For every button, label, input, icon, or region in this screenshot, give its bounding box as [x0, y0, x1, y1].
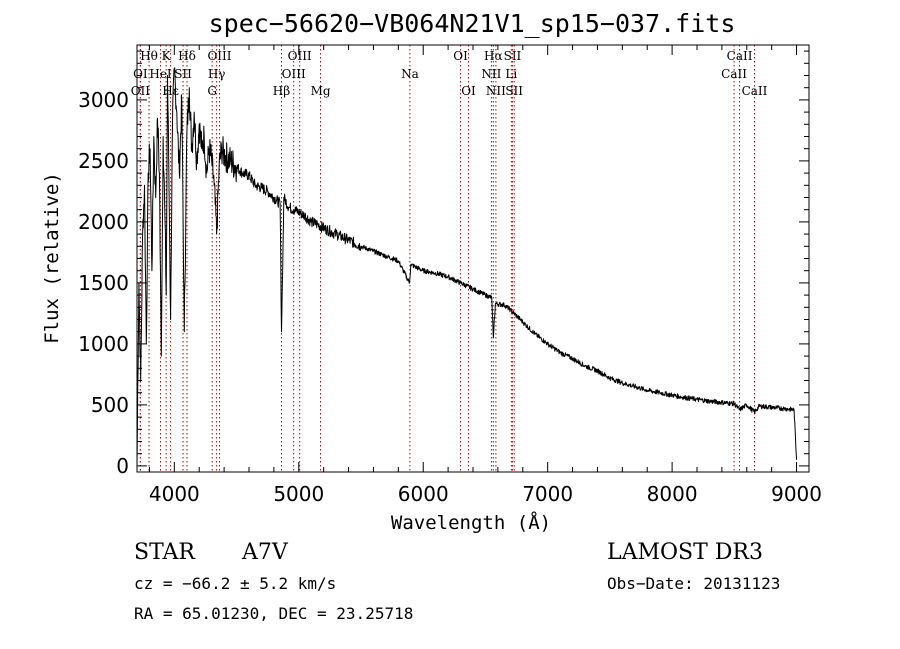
line-label: OI — [453, 49, 468, 63]
line-label: HeI — [149, 67, 172, 81]
line-label: OIII — [288, 49, 312, 63]
flux-line — [136, 67, 798, 466]
line-label: Na — [401, 67, 419, 81]
line-label: Hθ — [140, 49, 158, 63]
y-tick-label: 1000 — [78, 332, 129, 356]
plot-frame — [136, 44, 810, 473]
x-tick-label: 6000 — [398, 482, 449, 506]
line-label: CaII — [742, 84, 768, 98]
flux-series — [136, 67, 798, 466]
line-label: SII — [174, 67, 192, 81]
line-label: OIII — [282, 67, 306, 81]
chart-title: spec−56620−VB064N21V1_sp15−037.fits — [209, 9, 736, 38]
line-label: Hα — [484, 49, 503, 63]
line-label: Hε — [162, 84, 179, 98]
line-label: CaII — [721, 67, 747, 81]
x-axis-label: Wavelength (Å) — [391, 511, 551, 534]
axis-ticks: 4000 5000 6000 7000 8000 9000 0 500 1000 1500 2000… — [78, 45, 822, 506]
y-tick-label: 2000 — [78, 210, 129, 234]
line-label: Li — [505, 67, 517, 81]
x-tick-label: 4000 — [149, 482, 200, 506]
line-label: Hγ — [208, 67, 226, 81]
x-tick-label: 7000 — [522, 482, 573, 506]
y-tick-label: 1500 — [78, 271, 129, 295]
y-tick-label: 3000 — [78, 88, 129, 112]
line-label: Hδ — [178, 49, 196, 63]
line-label: Mg — [311, 84, 331, 98]
line-label: Hβ — [273, 84, 290, 98]
y-tick-label: 2500 — [78, 149, 129, 173]
y-tick-label: 0 — [116, 454, 129, 478]
survey-name: LAMOST DR3 — [607, 540, 763, 565]
object-class: STAR — [134, 540, 195, 565]
line-label: OII — [131, 84, 151, 98]
line-label: SII — [505, 84, 523, 98]
coordinates: RA = 65.01230, DEC = 23.25718 — [134, 604, 414, 623]
x-tick-label: 9000 — [771, 482, 822, 506]
object-subclass: A7V — [242, 540, 288, 565]
redshift-velocity: cz = −66.2 ± 5.2 km/s — [134, 574, 337, 593]
line-label: NII — [481, 67, 501, 81]
line-label: OI — [461, 84, 476, 98]
observation-date: Obs−Date: 20131123 — [607, 574, 781, 593]
line-label: G — [207, 84, 217, 98]
y-tick-label: 500 — [91, 393, 129, 417]
line-label: OIII — [207, 49, 231, 63]
line-label: CaII — [727, 49, 753, 63]
x-tick-label: 8000 — [647, 482, 698, 506]
x-tick-label: 5000 — [273, 482, 324, 506]
line-label: NII — [486, 84, 506, 98]
line-label: SII — [504, 49, 522, 63]
line-label: K — [162, 49, 172, 63]
y-axis-label: Flux (relative) — [41, 172, 63, 344]
